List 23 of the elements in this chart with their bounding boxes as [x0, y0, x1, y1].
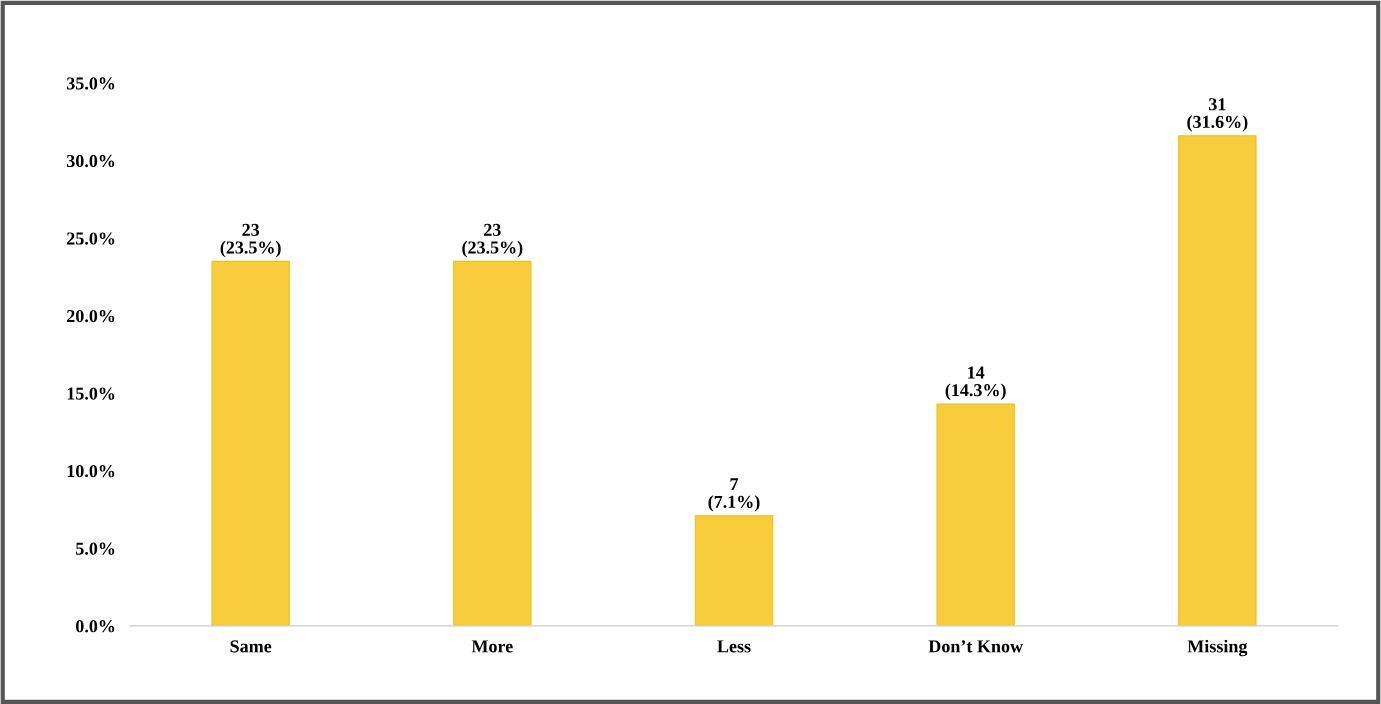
x-tick-label: More: [471, 640, 513, 653]
data-label: 14 (14.3%): [945, 366, 1006, 400]
bar: [936, 403, 1015, 626]
y-tick-label: 10.0%: [67, 465, 115, 478]
x-tick-label: Missing: [1187, 639, 1248, 657]
data-label: 23 (23.5%): [220, 223, 281, 258]
bar: [1178, 135, 1257, 626]
data-label: 7 (7.1%): [708, 478, 760, 512]
bar: [453, 260, 532, 626]
data-label: 31 (31.6%): [1187, 98, 1248, 132]
x-tick-label: Less: [717, 640, 751, 653]
x-tick-label: Same: [230, 640, 272, 653]
bar: [211, 260, 290, 626]
y-tick-label: 5.0%: [76, 542, 115, 555]
y-tick-label: 25.0%: [67, 232, 115, 245]
bar: [694, 515, 774, 626]
y-tick-label: 20.0%: [67, 309, 115, 323]
data-label: 23 (23.5%): [462, 223, 523, 258]
x-tick-label: Don’t Know: [928, 640, 1023, 653]
y-tick-label: 30.0%: [66, 154, 115, 168]
y-tick-label: 15.0%: [67, 387, 115, 400]
y-tick-label: 0.0%: [75, 620, 115, 633]
y-tick-label: 35.0%: [66, 77, 115, 90]
